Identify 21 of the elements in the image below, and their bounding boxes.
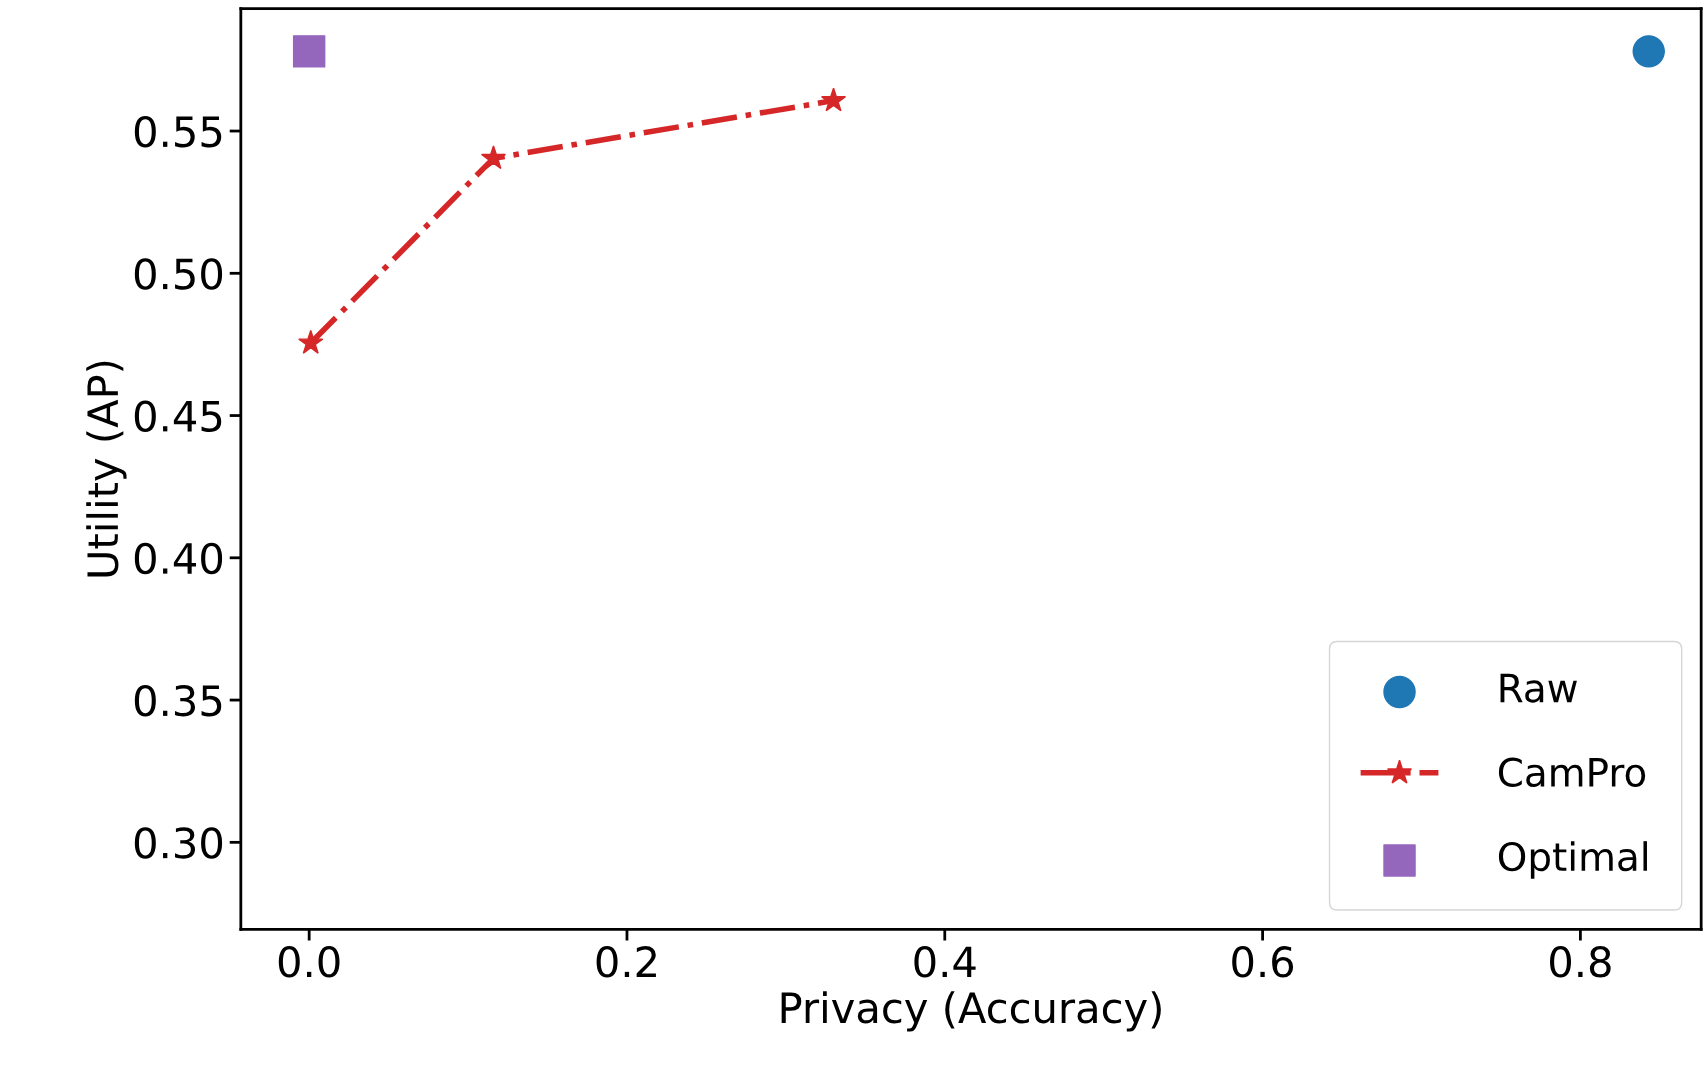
y-tick-label: 0.35 — [134, 684, 222, 717]
y-tick-label: 0.55 — [134, 115, 222, 148]
x-axis-title: Privacy (Accuracy) — [781, 991, 1161, 1032]
legend-label: Optimal — [1498, 841, 1647, 879]
point — [292, 35, 326, 68]
point — [1632, 35, 1665, 68]
y-tick-label: 0.50 — [134, 258, 223, 290]
y-tick-label: 0.45 — [134, 400, 222, 432]
x-tick-label: 0.8 — [1550, 946, 1611, 978]
point — [298, 329, 324, 354]
y-tick-label: 0.30 — [134, 827, 223, 859]
legend-label: CamPro — [1498, 757, 1646, 787]
point — [820, 87, 847, 112]
legend-label: Raw — [1500, 673, 1577, 703]
y-tick-label: 0.40 — [134, 542, 223, 575]
y-axis-title: Utility (AP) — [86, 361, 127, 577]
point — [480, 145, 507, 170]
x-tick-label: 0.6 — [1232, 946, 1294, 978]
x-tick-label: 0.4 — [914, 946, 976, 978]
x-tick-label: 0.0 — [278, 946, 340, 978]
x-tick-label: 0.2 — [596, 946, 656, 978]
